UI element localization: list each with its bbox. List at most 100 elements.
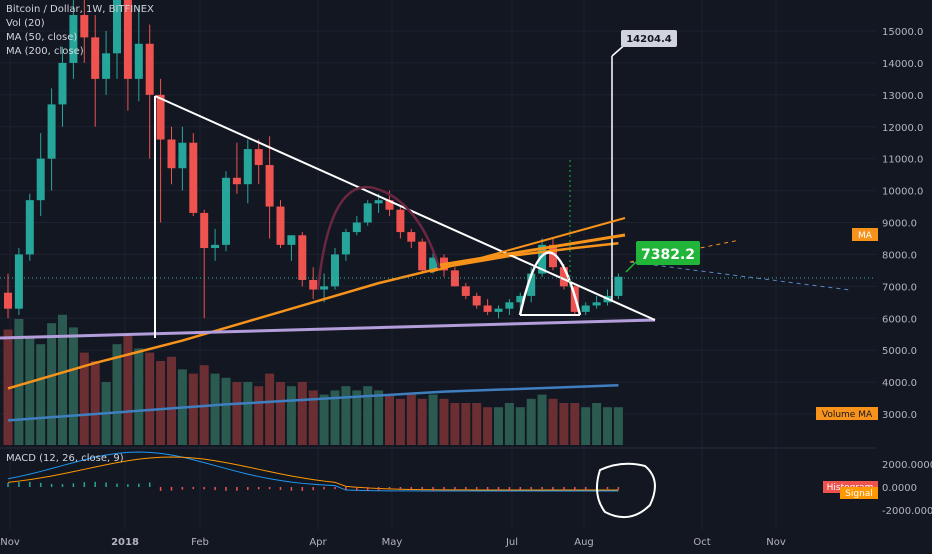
volume-bar (243, 382, 253, 445)
volume-bar (526, 398, 536, 445)
volume-bar (330, 390, 340, 445)
ma-badge-label: MA (858, 231, 873, 241)
volume-bar (308, 390, 318, 445)
candle-body (483, 305, 492, 312)
ma50-line (7, 242, 619, 390)
candle-body (178, 142, 187, 169)
candle-body (614, 276, 623, 296)
macd-line (7, 451, 619, 492)
volume-bar (494, 407, 503, 445)
candle-body (91, 37, 100, 79)
candle-body (527, 273, 536, 296)
price-tick-label: 4000.0 (882, 378, 917, 389)
candle-body (581, 305, 590, 312)
volume-bar (112, 344, 122, 445)
volume-bar (417, 398, 427, 445)
volume-bar (36, 344, 46, 445)
candle-body (47, 104, 56, 159)
candle-body (352, 222, 361, 233)
cup-arc (316, 185, 442, 291)
indicator-ma50[interactable]: MA (50, close) (6, 32, 78, 43)
target-callout: 14204.4 (621, 30, 677, 47)
volume-ma-badge-label: Volume MA (822, 410, 873, 420)
volume-bar (123, 335, 133, 445)
indicator-vol[interactable]: Vol (20) (6, 18, 45, 29)
macd-tick-label: 2000.0000 (882, 460, 932, 471)
orange-channel (429, 217, 626, 273)
signal-line (7, 456, 619, 491)
volume-bar (363, 386, 373, 445)
date-tick-label: Jul (505, 537, 518, 548)
volume-bar (385, 394, 394, 445)
price-tick-label: 10000.0 (882, 187, 923, 198)
volume-bar (319, 394, 329, 445)
candle-body (102, 53, 111, 79)
candle-body (407, 232, 416, 242)
candle-body (69, 15, 78, 63)
volume-bar (297, 382, 307, 445)
candle-body (396, 209, 405, 233)
price-tick-label: 13000.0 (882, 91, 923, 102)
candle-body (418, 241, 427, 271)
candle-body (549, 244, 557, 268)
date-tick-label: Aug (574, 537, 594, 548)
volume-bar (450, 403, 460, 445)
date-tick-label: Nov (766, 537, 786, 548)
candle-body (450, 270, 459, 287)
candle-body (276, 206, 285, 245)
candle-body (232, 177, 241, 185)
peak-arc (518, 251, 582, 316)
axes: 3000.0 4000.0 5000.0 6000.0 7000.0 8000.0 9000… (0, 27, 932, 548)
volume-bar (570, 403, 580, 445)
candle-body (505, 302, 514, 309)
volume-bar (374, 390, 384, 445)
candle-body (494, 308, 503, 312)
macd-tick-label: -2000.0000 (882, 506, 932, 517)
candle-body (80, 15, 89, 38)
macd-title[interactable]: MACD (12, 26, close, 9) (6, 453, 124, 464)
volume-bar (341, 386, 351, 445)
candle-body (309, 279, 318, 290)
volume-ma-badge-box (816, 407, 878, 420)
volume-bar (68, 327, 78, 445)
volume-bar (145, 352, 155, 445)
volume-ma-line (7, 384, 619, 422)
volume-bar (210, 373, 220, 445)
volume-bar (613, 407, 623, 445)
price-tick-label: 5000.0 (882, 346, 917, 357)
volume-bar (265, 373, 275, 445)
price-callout-tail (625, 261, 637, 273)
price-callout: 7382.2 (625, 241, 700, 273)
volume-bar (188, 373, 198, 445)
candle-body (222, 177, 230, 245)
volume-bar (14, 319, 24, 445)
candle-body (243, 149, 252, 185)
date-tick-label: Nov (0, 537, 20, 548)
candle-body (374, 200, 383, 204)
indicator-lines (7, 242, 619, 422)
price-tick-label: 14000.0 (882, 59, 923, 70)
candle-body (287, 235, 296, 245)
candle-body (156, 94, 165, 140)
volume-bar (548, 398, 558, 445)
target-label: 14204.4 (626, 34, 672, 45)
candle-body (134, 43, 143, 79)
candle-body (461, 286, 470, 296)
symbol-title[interactable]: Bitcoin / Dollar, 1W, BITFINEX (6, 4, 154, 15)
volume-bar (134, 348, 144, 445)
volume-bar (461, 403, 471, 445)
candle-body (385, 200, 394, 210)
signal-badge-box (840, 487, 878, 499)
volume-bar (254, 386, 264, 445)
candle-body (516, 295, 525, 303)
date-tick-label: 2018 (111, 537, 139, 548)
volume-bar (439, 398, 449, 445)
orange-channel-2 (439, 233, 626, 267)
candle-body (113, 0, 121, 54)
volume-bar (483, 407, 493, 445)
indicator-ma200[interactable]: MA (200, close) (6, 46, 84, 57)
candle-body (200, 212, 209, 249)
macd-pane (0, 447, 876, 519)
